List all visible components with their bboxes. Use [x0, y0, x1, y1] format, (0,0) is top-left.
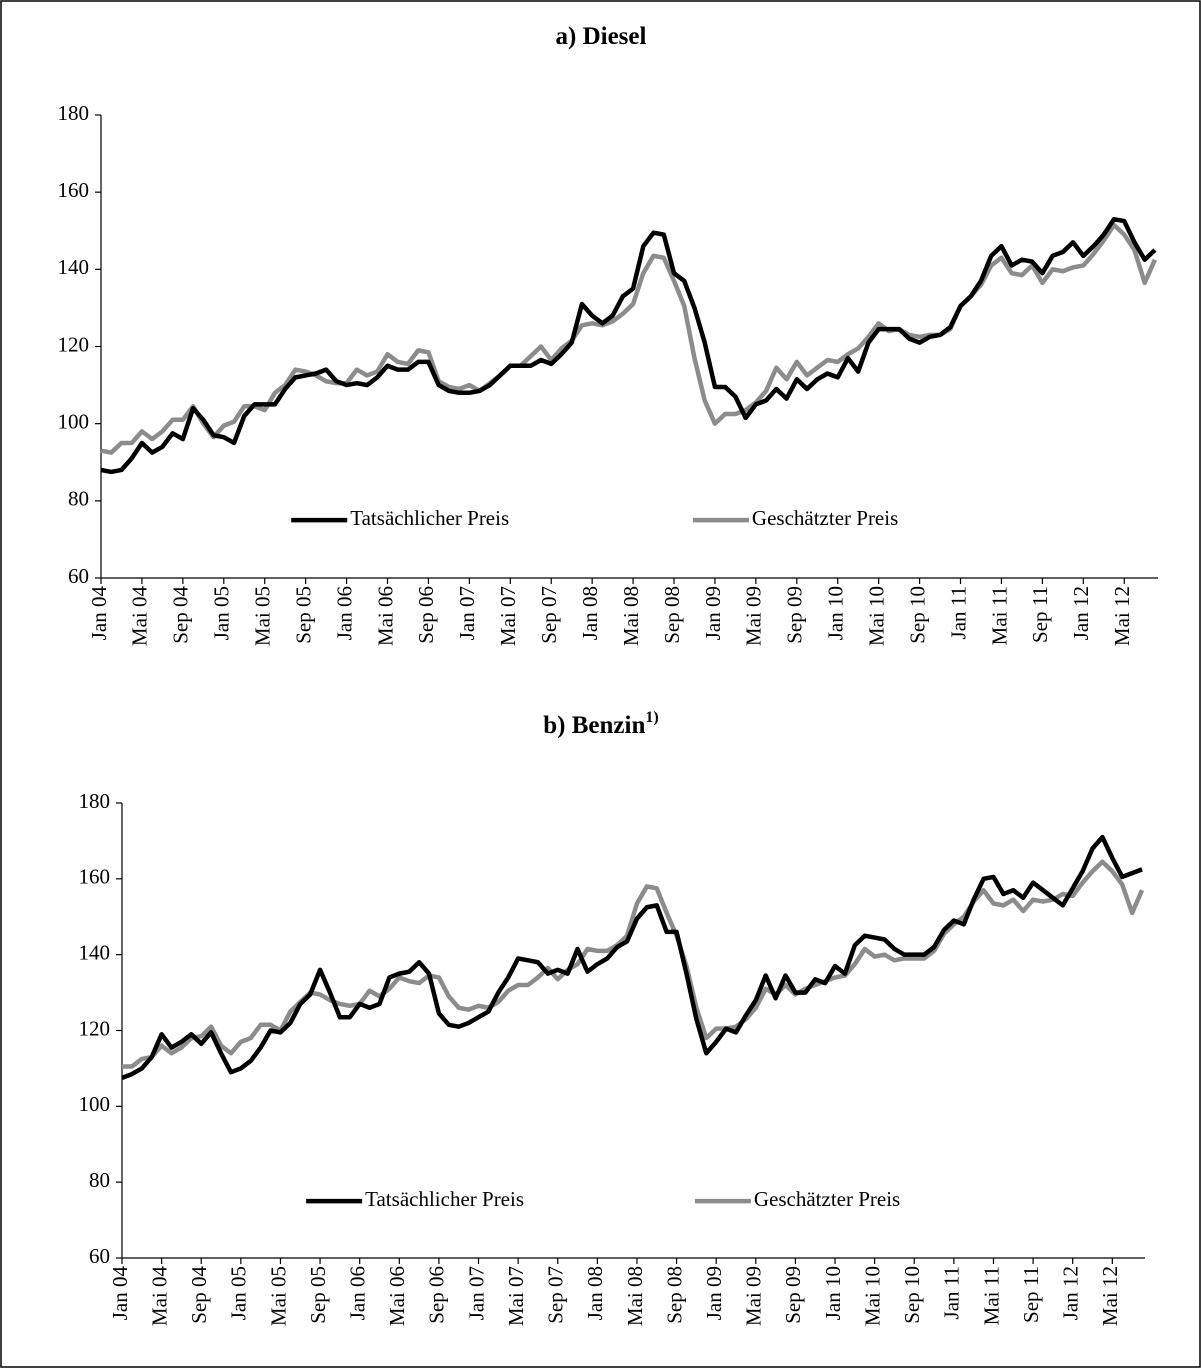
y-tick-label: 60: [68, 564, 89, 588]
y-tick-label: 180: [58, 101, 90, 125]
title-note: 1): [645, 709, 658, 726]
x-tick-label: Mai 10: [864, 586, 888, 646]
chart-title: b) Benzin1): [543, 709, 658, 739]
x-tick-label: Mai 12: [1110, 586, 1134, 646]
x-tick-label: Jan 07: [455, 586, 479, 640]
x-tick-label: Sep 10: [900, 1266, 924, 1324]
x-tick-label: Sep 08: [660, 586, 684, 644]
x-tick-label: Jan 04: [108, 1266, 132, 1321]
x-tick-label: Sep 09: [783, 586, 807, 644]
y-tick-label: 60: [89, 1244, 110, 1268]
x-tick-label: Sep 08: [662, 1266, 686, 1324]
x-tick-label: Mai 11: [979, 1266, 1003, 1325]
x-tick-label: Jan 09: [701, 586, 725, 640]
y-tick-label: 180: [79, 789, 111, 813]
x-tick-label: Mai 05: [266, 1266, 290, 1326]
legend-label: Tatsächlicher Preis: [350, 506, 509, 530]
x-tick-label: Mai 08: [619, 586, 643, 646]
chart-title-text: a) Diesel: [556, 23, 647, 50]
x-tick-label: Mai 06: [373, 586, 397, 646]
x-tick-label: Jan 07: [464, 1266, 488, 1320]
x-tick-label: Jan 12: [1069, 586, 1093, 640]
x-tick-label: Sep 07: [544, 1266, 568, 1324]
data-line: [100, 216, 1157, 475]
x-tick-label: Sep 04: [169, 586, 193, 644]
x-tick-label: Sep 05: [291, 586, 315, 644]
x-tick-label: Mai 12: [1098, 1266, 1122, 1326]
y-tick-label: 80: [89, 1168, 110, 1192]
x-tick-label: Jan 08: [578, 586, 602, 640]
x-tick-label: Sep 05: [306, 1266, 330, 1324]
x-tick-label: Jan 09: [702, 1266, 726, 1320]
x-tick-label: Jan 10: [824, 586, 848, 640]
x-tick-label: Sep 06: [414, 586, 438, 644]
x-tick-label: Sep 07: [537, 586, 561, 644]
y-tick-label: 100: [58, 409, 90, 433]
data-line: [121, 834, 1143, 1081]
x-tick-label: Jan 10: [821, 1266, 845, 1320]
x-tick-label: Jan 12: [1059, 1266, 1083, 1320]
x-tick-label: Jan 08: [583, 1266, 607, 1320]
x-tick-label: Sep 10: [905, 586, 929, 644]
x-tick-label: Jan 06: [332, 586, 356, 640]
x-tick-label: Mai 07: [496, 586, 520, 646]
x-tick-label: Mai 07: [504, 1266, 528, 1326]
x-tick-label: Jan 06: [345, 1266, 369, 1320]
x-tick-label: Sep 11: [1019, 1266, 1043, 1323]
x-tick-label: Jan 05: [227, 1266, 251, 1320]
y-tick-label: 140: [58, 255, 90, 279]
x-tick-label: Mai 05: [251, 586, 275, 646]
y-tick-label: 160: [58, 178, 90, 202]
x-tick-label: Mai 06: [385, 1266, 409, 1326]
x-tick-label: Mai 04: [128, 586, 152, 647]
x-tick-label: Sep 06: [425, 1266, 449, 1324]
chart-title-text: b) Benzin: [543, 712, 645, 739]
x-tick-label: Mai 11: [987, 586, 1011, 645]
x-tick-label: Jan 11: [946, 586, 970, 639]
x-tick-label: Mai 04: [147, 1266, 171, 1327]
y-tick-label: 100: [79, 1092, 111, 1116]
legend-label: Geschätzter Preis: [754, 1187, 900, 1211]
x-tick-label: Mai 09: [742, 586, 766, 646]
x-tick-label: Mai 10: [860, 1266, 884, 1326]
x-tick-label: Sep 11: [1028, 586, 1052, 643]
x-tick-label: Jan 11: [940, 1266, 964, 1319]
y-tick-label: 120: [79, 1016, 111, 1040]
x-tick-label: Mai 09: [742, 1266, 766, 1326]
x-tick-label: Jan 05: [210, 586, 234, 640]
x-tick-label: Jan 04: [87, 586, 111, 641]
x-tick-label: Sep 09: [781, 1266, 805, 1324]
x-tick-label: Sep 04: [187, 1266, 211, 1324]
legend-label: Tatsächlicher Preis: [365, 1187, 524, 1211]
y-tick-label: 160: [79, 865, 111, 889]
y-tick-label: 80: [68, 487, 89, 511]
legend-label: Geschätzter Preis: [752, 506, 898, 530]
chart-title: a) Diesel: [556, 23, 647, 50]
y-tick-label: 140: [79, 940, 111, 964]
y-tick-label: 120: [58, 332, 90, 356]
x-tick-label: Mai 08: [623, 1266, 647, 1326]
